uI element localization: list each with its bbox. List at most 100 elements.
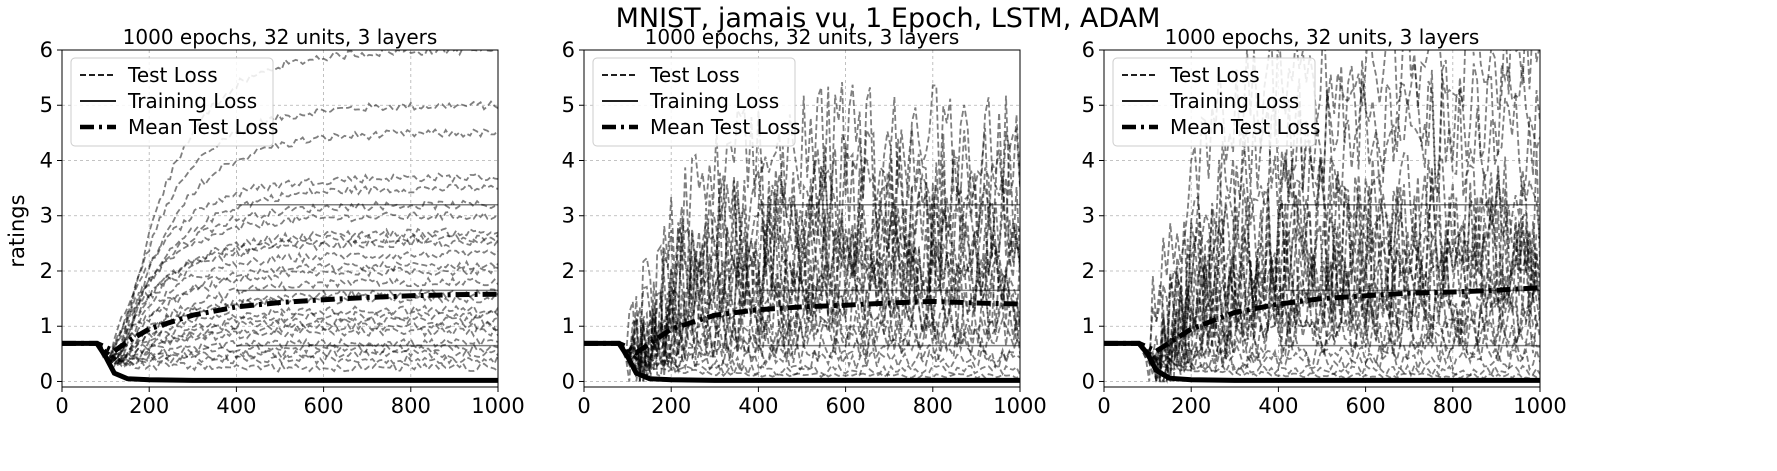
y-tick-label: 3: [562, 204, 575, 228]
mean-test-loss-line: [584, 298, 1020, 356]
figure-title: MNIST, jamais vu, 1 Epoch, LSTM, ADAM: [616, 3, 1161, 34]
y-tick-label: 1: [562, 314, 575, 338]
x-tick-label: 1000: [993, 394, 1046, 418]
test-loss-run: [584, 144, 1020, 382]
x-tick-label: 400: [738, 394, 778, 418]
panel-title: 1000 epochs, 32 units, 3 layers: [645, 25, 960, 49]
test-loss-run: [1104, 208, 1540, 382]
x-tick-label: 400: [1258, 394, 1298, 418]
y-tick-label: 3: [40, 204, 53, 228]
test-loss-run: [1104, 342, 1540, 378]
y-tick-label: 3: [1082, 204, 1095, 228]
legend-training-loss-label: Training Loss: [649, 89, 779, 113]
x-tick-label: 1000: [1513, 394, 1566, 418]
legend-box: [592, 57, 796, 147]
test-loss-run: [62, 199, 498, 362]
y-tick-label: 5: [562, 93, 575, 117]
x-tick-label: 800: [391, 394, 431, 418]
axes-frame: [1103, 49, 1541, 388]
test-loss-run: [1104, 239, 1540, 378]
y-tick-label: 6: [1082, 38, 1095, 62]
plot-area: [1104, 50, 1540, 384]
test-loss-run: [62, 304, 498, 362]
y-tick-label: 4: [562, 148, 575, 172]
mean-test-loss-line: [1104, 285, 1540, 354]
y-tick-label: 0: [40, 369, 53, 393]
x-tick-label: 200: [129, 394, 169, 418]
legend-test-loss-label: Test Loss: [649, 63, 740, 87]
test-loss-run: [584, 314, 1020, 378]
test-loss-run: [1104, 149, 1540, 382]
y-tick-label: 0: [562, 369, 575, 393]
x-tick-label: 600: [1346, 394, 1386, 418]
x-tick-label: 1000: [471, 394, 524, 418]
plot-area: [584, 82, 1020, 383]
y-tick-label: 2: [40, 259, 53, 283]
test-loss-run: [62, 232, 498, 360]
test-loss-run: [1104, 50, 1540, 382]
test-loss-run: [62, 320, 498, 367]
y-tick-label: 4: [40, 148, 53, 172]
panel-title: 1000 epochs, 32 units, 3 layers: [1165, 25, 1480, 49]
legend-mean-test-loss-label: Mean Test Loss: [650, 115, 800, 139]
test-loss-run: [584, 300, 1020, 378]
legend-test-loss-label: Test Loss: [1169, 63, 1260, 87]
test-loss-run: [62, 342, 498, 368]
test-loss-run: [62, 342, 498, 373]
legend-box: [70, 57, 274, 147]
test-loss-run: [584, 332, 1020, 374]
x-tick-label: 0: [577, 394, 590, 418]
y-tick-label: 1: [1082, 314, 1095, 338]
test-loss-run: [62, 342, 498, 366]
y-tick-label: 5: [40, 93, 53, 117]
y-tick-label: 0: [1082, 369, 1095, 393]
test-loss-run: [1104, 181, 1540, 382]
mean-test-loss-line: [62, 291, 498, 354]
y-tick-label: 5: [1082, 93, 1095, 117]
test-loss-run: [62, 211, 498, 366]
x-tick-label: 0: [1097, 394, 1110, 418]
legend-mean-test-loss-label: Mean Test Loss: [128, 115, 278, 139]
test-loss-run: [62, 287, 498, 363]
x-tick-label: 800: [1433, 394, 1473, 418]
x-tick-label: 400: [216, 394, 256, 418]
test-loss-run: [584, 342, 1020, 378]
legend-training-loss-label: Training Loss: [127, 89, 257, 113]
y-tick-label: 2: [562, 259, 575, 283]
x-tick-label: 800: [913, 394, 953, 418]
x-tick-label: 0: [55, 394, 68, 418]
panel-title: 1000 epochs, 32 units, 3 layers: [123, 25, 438, 49]
test-loss-run: [1104, 269, 1540, 382]
axes-frame: [61, 49, 499, 388]
axes-frame: [583, 49, 1021, 388]
training-loss-line: [1104, 340, 1540, 383]
test-loss-run: [62, 310, 498, 365]
y-tick-label: 4: [1082, 148, 1095, 172]
test-loss-run: [1104, 166, 1540, 382]
y-axis-label: ratings: [5, 194, 29, 267]
test-loss-run: [1104, 286, 1540, 380]
x-tick-label: 600: [826, 394, 866, 418]
test-loss-run: [62, 337, 498, 368]
legend-mean-test-loss-label: Mean Test Loss: [1170, 115, 1320, 139]
test-loss-run: [62, 276, 498, 364]
legend-training-loss-label: Training Loss: [1169, 89, 1299, 113]
plot-area: [62, 50, 498, 383]
y-tick-label: 6: [562, 38, 575, 62]
x-tick-label: 200: [1171, 394, 1211, 418]
y-tick-label: 2: [1082, 259, 1095, 283]
test-loss-run: [584, 342, 1020, 380]
test-loss-run: [1104, 342, 1540, 380]
test-loss-run: [62, 325, 498, 365]
test-loss-run: [62, 172, 498, 365]
test-loss-run: [62, 342, 498, 368]
test-loss-run: [584, 208, 1020, 382]
test-loss-run: [1104, 342, 1540, 374]
